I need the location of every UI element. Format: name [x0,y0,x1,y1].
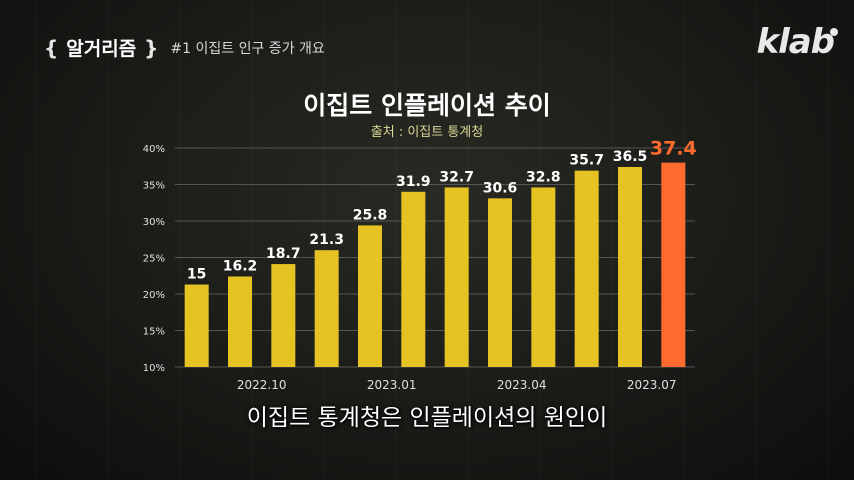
bar [314,250,339,367]
x-tick-label: 2022.10 [237,378,287,392]
chart-subtitle: 출처 : 이집트 통계청 [370,125,484,140]
bar [618,166,642,367]
bar [358,225,382,367]
bar [574,170,599,367]
y-tick-label: 20% [143,290,165,301]
y-tick-label: 25% [143,254,165,265]
x-tick-label: 2023.07 [627,378,677,392]
chart-title: 이집트 인플레이션 추이 [303,91,551,120]
data-label: 18.7 [266,246,301,262]
y-tick-label: 35% [143,181,165,192]
data-label: 35.7 [569,153,604,169]
data-label: 30.6 [483,180,518,196]
y-tick-label: 10% [143,363,165,374]
bar [444,187,469,367]
bar [228,276,252,367]
bar [531,187,556,367]
y-tick-label: 30% [143,217,165,228]
y-tick-label: 15% [143,327,165,338]
data-label: 31.9 [396,174,431,190]
data-label: 37.4 [650,138,697,160]
data-label: 32.8 [526,169,561,185]
data-label: 16.2 [223,258,258,274]
klab-logo: klab [756,22,838,62]
episode-title: #1 이집트 인구 증가 개요 [170,40,325,57]
y-tick-label: 40% [143,144,165,155]
bar [488,198,512,367]
data-label: 32.7 [439,169,474,185]
bar [184,284,209,367]
bar-highlight [661,162,686,367]
series-name: 알거리즘 [66,38,137,60]
bar [271,264,296,367]
bracket-open: { [44,35,59,60]
data-label: 36.5 [613,149,648,165]
x-tick-label: 2023.04 [497,378,547,392]
bracket-close: } [144,35,159,60]
subtitle-caption: 이집트 통계청은 인플레이션의 원인이 [246,405,608,431]
bar [401,191,426,367]
data-label: 15 [187,267,206,283]
series-tag: { 알거리즘 } #1 이집트 인구 증가 개요 [44,34,325,61]
x-tick-label: 2023.01 [367,378,417,392]
data-label: 21.3 [309,232,344,248]
data-label: 25.8 [353,207,388,223]
